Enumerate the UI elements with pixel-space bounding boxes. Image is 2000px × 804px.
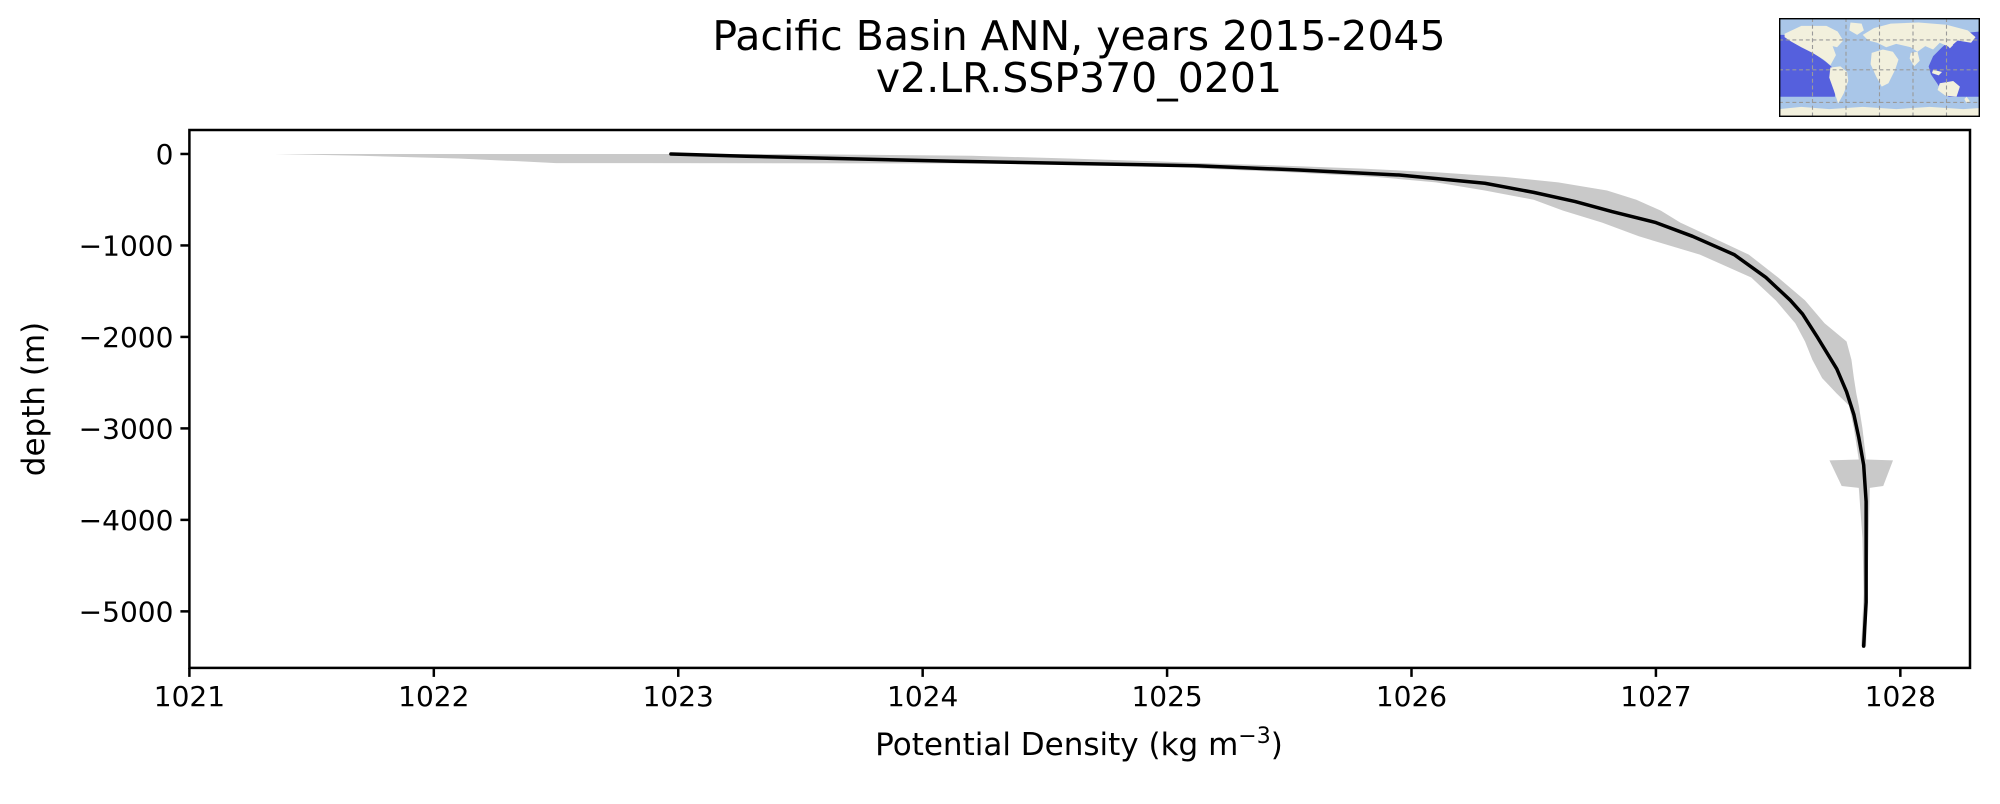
land-south-america [1829,66,1849,104]
y-tick-label: −3000 [79,412,174,445]
map-graticule [1779,18,1980,117]
x-tick-label: 1028 [1865,680,1936,713]
land-greenland [1849,22,1864,35]
land-africa [1870,49,1899,87]
pacific-highlight-east [1779,34,1839,97]
chart-subtitle: v2.LR.SSP370_0201 [876,54,1282,102]
x-axis-label-superscript: −3 [1238,724,1270,749]
axes-frame [188,128,1972,670]
y-tick-label: −2000 [79,321,174,354]
inset-map-group [1779,18,1980,117]
land-indonesia [1931,69,1943,76]
spread-band [274,153,1894,647]
mean-profile-layer [669,152,1868,648]
y-tick-label: 0 [156,138,174,171]
x-axis-label: Potential Density (kg m−3) [875,724,1283,763]
x-tick-label: 1024 [887,680,958,713]
x-tick-label: 1023 [643,680,714,713]
x-tick-label: 1026 [1376,680,1447,713]
spread-band-layer [274,153,1894,647]
pacific-highlight-west [1928,31,1980,97]
pacific-basin-inset-map [1779,18,1980,117]
land-north-america [1784,25,1844,66]
y-axis-label: depth (m) [16,322,52,476]
x-axis-label-close: ) [1271,727,1283,763]
x-tick-label: 1021 [154,680,225,713]
y-tick-label: −1000 [79,229,174,262]
x-tick-label: 1025 [1131,680,1202,713]
x-axis-label-main: Potential Density (kg m [875,727,1238,763]
land-japan [1946,40,1954,49]
x-tick-label: 1022 [398,680,469,713]
axis-tick-layer: 1021 1022 1023 1024 1025 1026 1027 1028 0 −1000 −2… [79,138,1936,713]
y-tick-label: −4000 [79,504,174,537]
land-australia [1937,81,1960,97]
land-antarctica [1779,106,1980,117]
x-tick-label: 1027 [1620,680,1691,713]
chart-title: Pacific Basin ANN, years 2015-2045 [712,12,1445,60]
y-tick-label: −5000 [79,595,174,628]
land-india [1909,51,1920,67]
mean-profile-line [669,152,1868,648]
